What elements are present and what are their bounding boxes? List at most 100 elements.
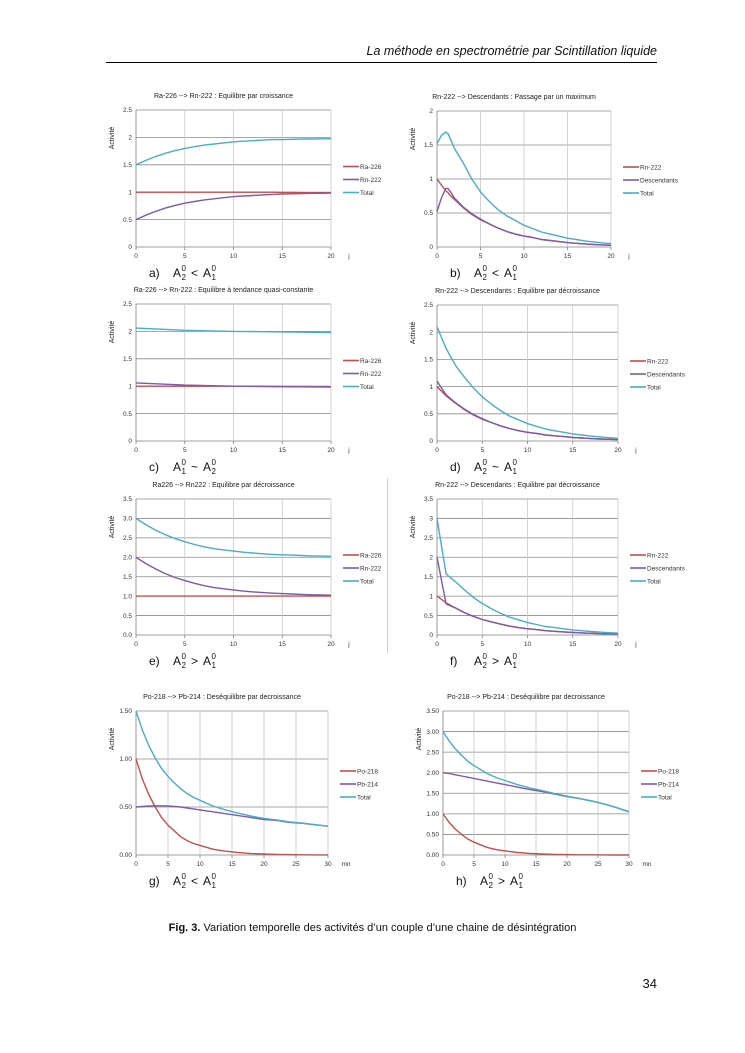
y-tick-label: 0 [429, 244, 433, 251]
subcaption: c) A 01 ~ A 02 [149, 458, 217, 476]
x-tick-label: 0 [435, 253, 439, 260]
superscript-zero: 0 [519, 872, 524, 881]
x-tick-label: 30 [625, 861, 633, 868]
y-tick-label: 3.0 [123, 516, 132, 523]
y-tick-label: 2.5 [123, 301, 132, 308]
series-line-total [442, 731, 630, 813]
chart-f: Rn-222 --> Descendants : Equilibre par d… [410, 482, 686, 670]
activity-symbol: A [504, 460, 512, 474]
subscript-index: 1 [212, 273, 217, 282]
y-tick-label: 3.5 [123, 496, 132, 503]
legend-label: Total [360, 190, 374, 197]
x-tick-label: 15 [569, 641, 577, 648]
x-tick-label: 5 [183, 253, 187, 260]
caption-text: Variation temporelle des activités d’un … [200, 922, 577, 934]
superscript-zero: 0 [212, 652, 217, 661]
legend-label: Descendants [647, 565, 686, 572]
chart-title: Po-218 --> Pb-214 : Deséquilibre par dec… [143, 694, 301, 701]
chart-title: Ra-226 --> Rn-222 : Equilibre à tendance… [134, 287, 314, 294]
subcaption-letter: f) [450, 654, 457, 668]
x-tick-label: 20 [327, 447, 335, 454]
legend-label: Rn-222 [360, 177, 382, 184]
x-tick-label: 5 [183, 641, 187, 648]
subscript-index: 2 [182, 661, 187, 670]
header-rule [106, 62, 657, 63]
x-tick-label: 15 [569, 447, 577, 454]
y-tick-label: 1.50 [426, 790, 439, 797]
y-tick-label: 1 [429, 176, 433, 183]
y-axis-label: Activité [109, 321, 116, 344]
legend-label: Total [658, 794, 672, 801]
y-tick-label: 2.5 [123, 535, 132, 542]
activity-symbol: A [203, 654, 211, 668]
y-tick-label: 1 [128, 189, 132, 196]
y-tick-label: 0.50 [426, 832, 439, 839]
y-tick-label: 3.50 [426, 708, 439, 715]
y-tick-label: 0.0 [123, 632, 132, 639]
subscript-index: 2 [483, 661, 488, 670]
x-tick-label: 15 [228, 861, 236, 868]
subcaption: e) A 02 > A 01 [149, 652, 217, 670]
series-line-rn-222 [135, 556, 332, 596]
x-tick-label: 10 [230, 447, 238, 454]
legend-label: Total [647, 384, 661, 391]
series-line-rn-222 [135, 192, 332, 221]
series-line-descendants [436, 380, 619, 441]
x-tick-label: 25 [594, 861, 602, 868]
superscript-zero: 0 [513, 652, 518, 661]
chart-title: Ra226 --> Rn222 : Equilibre par décroiss… [152, 482, 294, 489]
subcaption-letter: d) [450, 460, 461, 474]
x-tick-label: 10 [520, 253, 528, 260]
y-tick-label: 1.5 [123, 356, 132, 363]
x-tick-label: 15 [279, 253, 287, 260]
series-line-total [436, 518, 619, 634]
subcaption: b) A 02 < A 01 [450, 264, 518, 282]
chart-title: Rn-222 --> Descendants : Equilibre par d… [435, 288, 600, 295]
y-tick-label: 2.5 [123, 107, 132, 114]
y-tick-label: 1.5 [123, 574, 132, 581]
series-line-rn-222 [135, 382, 332, 388]
series-line-total [135, 327, 332, 334]
y-tick-label: 3.00 [426, 729, 439, 736]
y-tick-label: 2.50 [426, 749, 439, 756]
comparison-operator: > [492, 654, 499, 668]
legend-label: Descendants [647, 371, 686, 378]
x-axis-label: j [634, 447, 636, 454]
x-tick-label: 10 [230, 641, 238, 648]
superscript-zero: 0 [489, 872, 494, 881]
legend-label: Po-218 [658, 768, 679, 775]
subscript-index: 1 [519, 881, 524, 890]
y-tick-label: 1.5 [424, 357, 433, 364]
chart-h: Po-218 --> Pb-214 : Deséquilibre par dec… [416, 694, 679, 890]
y-tick-label: 0 [429, 632, 433, 639]
activity-symbol: A [173, 874, 181, 888]
legend-label: Total [647, 578, 661, 585]
y-tick-label: 0.00 [426, 852, 439, 859]
subscript-index: 1 [513, 661, 518, 670]
figure-caption: Fig. 3. Variation temporelle des activit… [0, 922, 745, 934]
x-tick-label: 15 [279, 641, 287, 648]
x-tick-label: 0 [435, 447, 439, 454]
legend-label: Descendants [640, 177, 679, 184]
x-tick-label: 10 [196, 861, 204, 868]
legend-label: Total [360, 578, 374, 585]
y-tick-label: 1.5 [424, 142, 433, 149]
series-line-po-218 [135, 758, 328, 856]
subcaption: f) A 02 > A 01 [450, 652, 518, 670]
subscript-index: 2 [483, 467, 488, 476]
y-tick-label: 2.00 [426, 770, 439, 777]
legend-label: Rn-222 [647, 552, 669, 559]
chart-b: Rn-222 --> Descendants : Passage par un … [410, 94, 679, 282]
legend-label: Ra-226 [360, 552, 382, 559]
x-tick-label: 0 [435, 641, 439, 648]
y-tick-label: 1.5 [424, 574, 433, 581]
subscript-index: 1 [212, 881, 217, 890]
superscript-zero: 0 [513, 264, 518, 273]
x-tick-label: 5 [183, 447, 187, 454]
chart-a: Ra-226 --> Rn-222 : Equilibre par croiss… [109, 93, 382, 282]
superscript-zero: 0 [483, 652, 488, 661]
comparison-operator: < [191, 266, 198, 280]
series-line-ra-226 [136, 191, 331, 194]
subscript-index: 1 [513, 467, 518, 476]
x-tick-label: 25 [292, 861, 300, 868]
